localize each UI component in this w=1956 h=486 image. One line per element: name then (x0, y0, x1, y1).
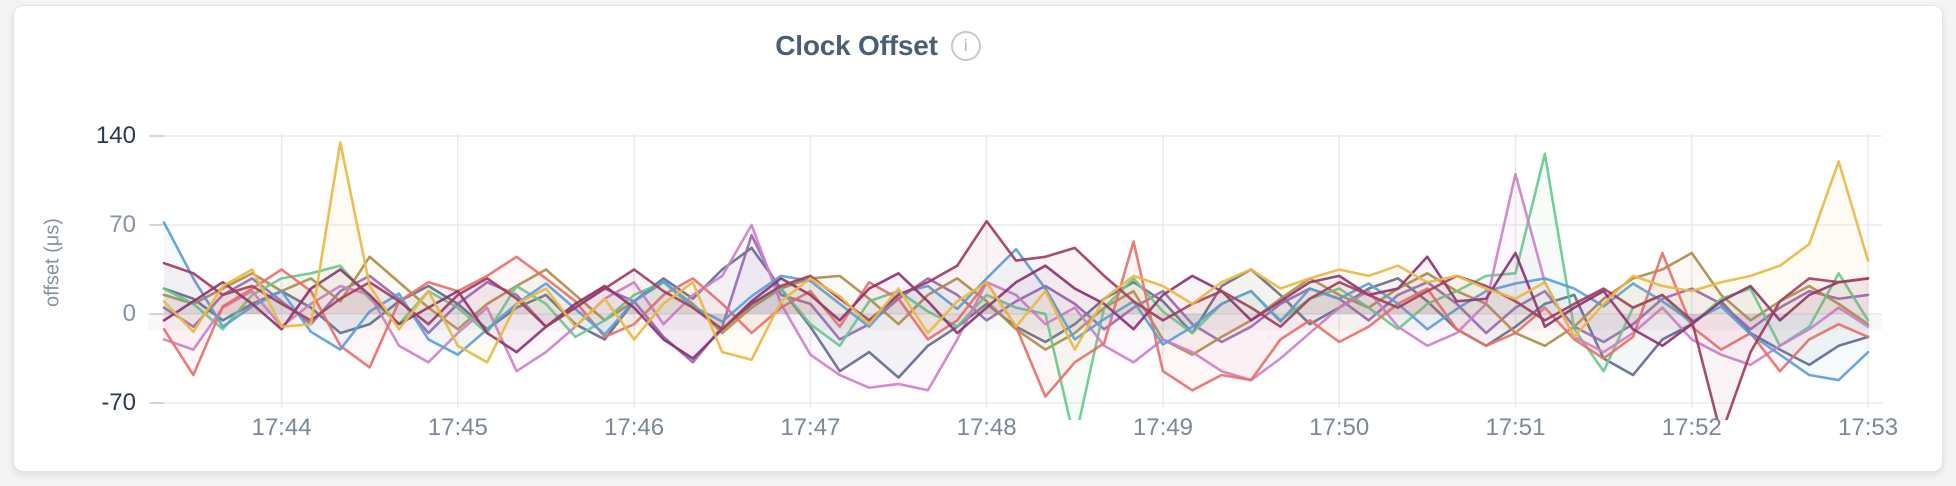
chart-header: Clock Offset i (14, 6, 1742, 62)
chart-area: offset (μs) 140 70 0 -70 17:44 17:45 17:… (14, 6, 1942, 471)
y-tick-label-140: 140 (95, 122, 136, 149)
y-tick-label-neg70: -70 (101, 388, 136, 416)
chart-title: Clock Offset (775, 30, 938, 61)
series-line-series-purple (162, 233, 1870, 364)
series-line-series-plum (162, 251, 1870, 360)
series-line-series-orchid (162, 172, 1870, 392)
x-tick-label-1751: 17:51 (1485, 414, 1546, 441)
chart-card: Clock Offset i offset (μs) 140 70 0 -70 … (13, 5, 1943, 472)
series-fill-series-green (164, 153, 1869, 420)
x-tick-label-1753: 17:53 (1838, 414, 1899, 441)
series-fill-series-purple (164, 235, 1869, 363)
x-tick-label-1752: 17:52 (1661, 414, 1722, 441)
series-fill-series-blue (164, 222, 1869, 381)
series-line-series-maroon (162, 219, 1870, 420)
x-tick-label-1750: 17:50 (1309, 414, 1370, 441)
series-line-series-blue (162, 221, 1870, 382)
info-icon[interactable]: i (950, 31, 981, 61)
x-tick-label-1744: 17:44 (251, 414, 312, 441)
plot-series (162, 141, 1870, 420)
series-line-series-gold (162, 141, 1870, 364)
x-tick-label-1745: 17:45 (427, 414, 488, 441)
x-tick-label-1749: 17:49 (1132, 414, 1193, 441)
x-tick-label-1747: 17:47 (780, 414, 841, 441)
chart-canvas[interactable] (14, 6, 1942, 471)
y-tick-label-70: 70 (109, 211, 136, 238)
y-axis-title: offset (μs) (41, 218, 64, 307)
x-tick-label-1746: 17:46 (604, 414, 665, 441)
series-fill-series-red (164, 241, 1869, 397)
y-tick-label-0: 0 (122, 300, 136, 327)
series-fill-series-gold (164, 142, 1869, 363)
series-fill-series-orchid (164, 174, 1869, 391)
x-tick-label-1748: 17:48 (956, 414, 1017, 441)
